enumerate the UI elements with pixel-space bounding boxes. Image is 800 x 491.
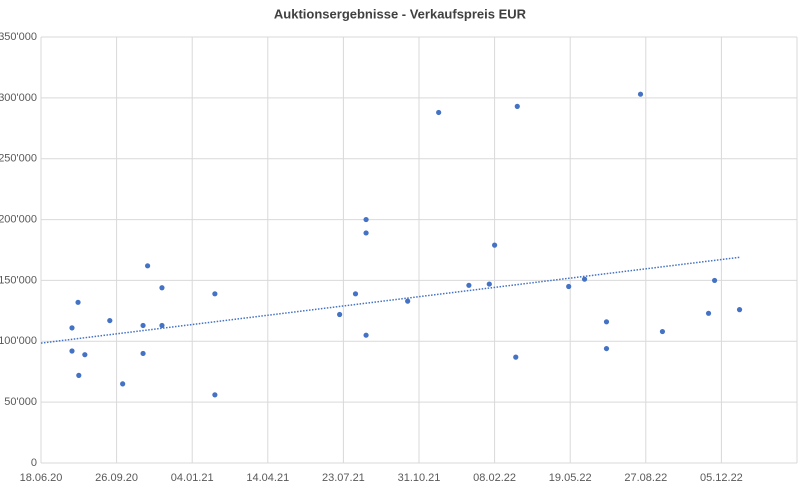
point [75,299,81,305]
point [363,216,369,223]
point [514,103,520,109]
y-tick-label: 100'000 [0,335,37,347]
point [140,322,146,329]
y-tick-label: 150'000 [0,274,37,286]
trendline [40,256,740,344]
point [144,263,151,269]
point [492,242,498,248]
point [337,311,343,318]
y-tick-label: 350'000 [0,31,37,43]
point [705,310,712,316]
y-tick-label: 200'000 [0,213,37,225]
x-tick-label: 14.04.21 [246,472,289,484]
point [659,328,666,335]
point [603,319,610,325]
point [736,307,743,313]
y-tick-label: 0 [31,457,37,469]
x-tick-label: 23.07.21 [322,472,365,484]
point [566,283,572,290]
point [581,276,588,282]
x-tick-label: 04.01.21 [171,472,214,484]
x-tick-label: 31.10.21 [398,472,441,484]
point [140,350,146,357]
y-tick-label: 250'000 [0,153,37,165]
point [637,91,644,97]
point [363,332,369,338]
point [159,285,165,291]
x-tick-label: 26.09.20 [95,472,138,484]
point [405,298,411,304]
point [513,354,519,360]
point [120,381,126,387]
point [107,317,113,324]
point [711,277,718,284]
point [486,281,492,287]
point [82,352,88,358]
point [212,392,218,398]
point [466,282,472,288]
x-tick-label: 08.02.22 [473,472,516,484]
point [159,322,165,329]
point [352,291,359,297]
x-tick-label: 05.12.22 [700,472,743,484]
chart-title: Auktionsergebnisse - Verkaufspreis EUR [274,6,527,21]
point [69,325,75,331]
point [76,372,82,378]
y-tick-label: 300'000 [0,92,37,104]
point [69,348,75,354]
point [212,291,218,297]
point [363,230,369,236]
x-tick-label: 27.08.22 [624,472,667,484]
point [436,109,442,116]
x-tick-label: 19.05.22 [549,472,592,484]
x-tick-label: 18.06.20 [20,472,63,484]
point [603,345,610,352]
y-tick-label: 50'000 [4,396,37,408]
